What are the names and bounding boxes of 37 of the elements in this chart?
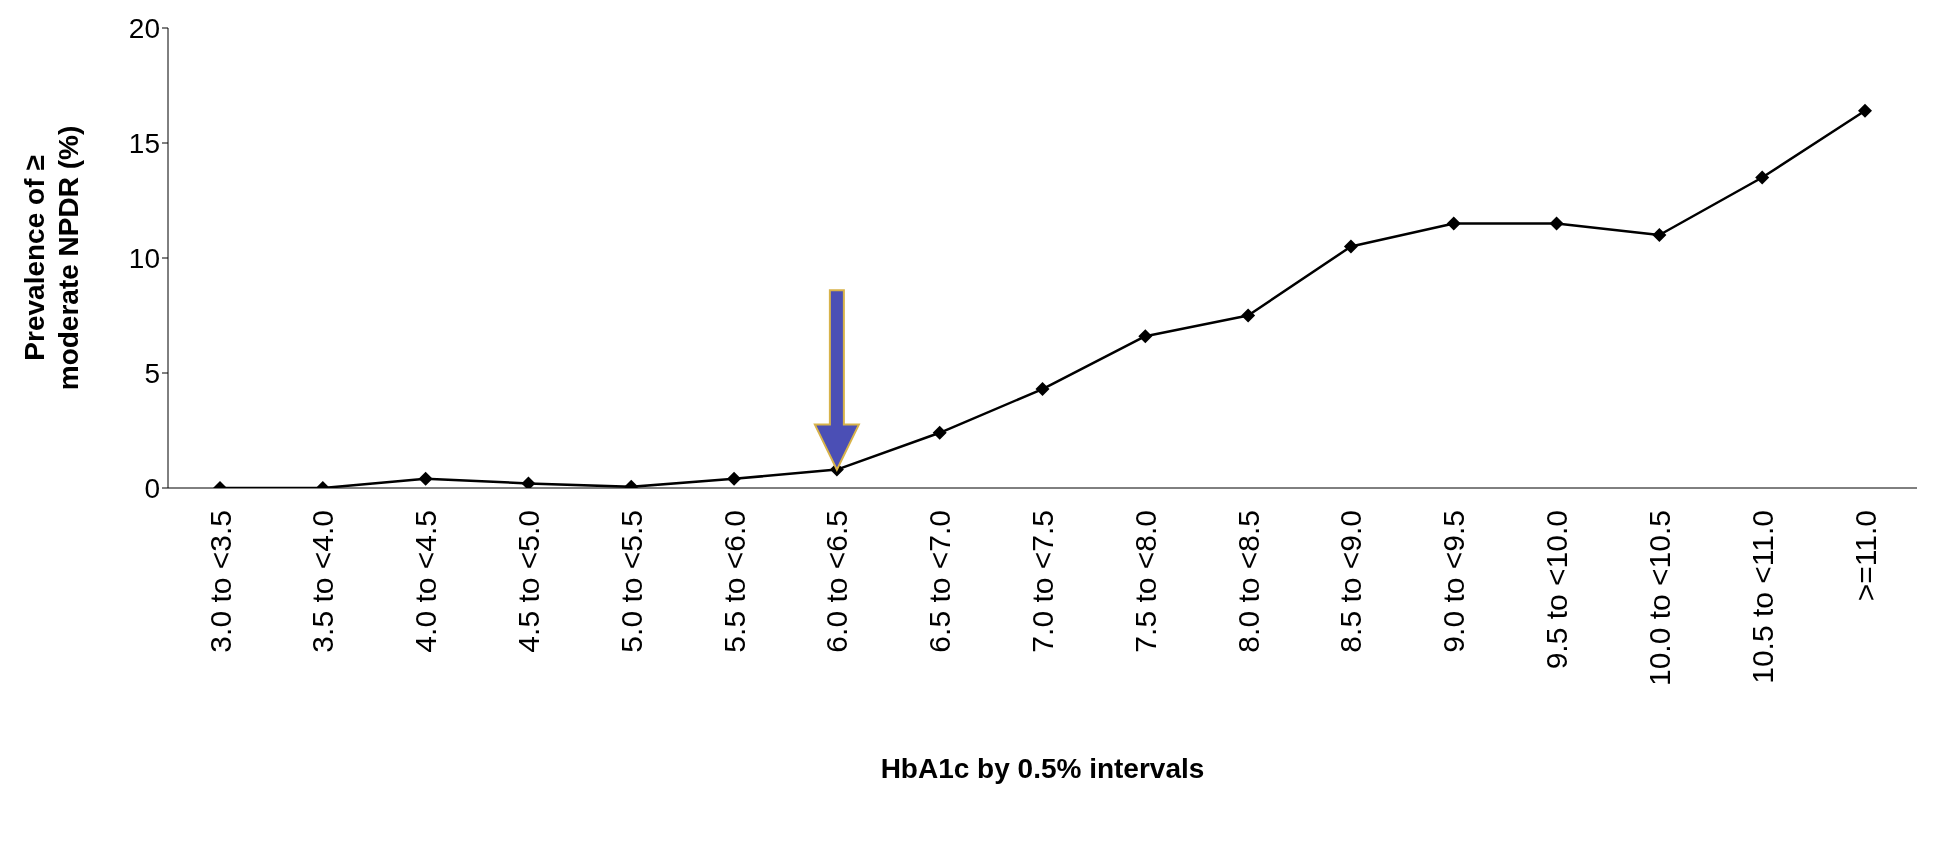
point [1858, 103, 1872, 118]
x-tick-label: 8.5 to <9.0 [1334, 510, 1368, 653]
x-tick-label: 4.5 to <5.0 [511, 510, 545, 653]
x-tick-label: 4.0 to <4.5 [409, 510, 443, 653]
x-tick-label: 5.5 to <6.0 [717, 510, 751, 653]
x-tick-label: 6.5 to <7.0 [923, 510, 957, 653]
point [1652, 228, 1667, 242]
point [1549, 216, 1564, 231]
y-tick-label: 0 [144, 472, 160, 504]
point [1138, 329, 1153, 344]
x-axis-title: HbA1c by 0.5% intervals [880, 753, 1205, 784]
x-tick-label: 10.0 to <10.5 [1642, 510, 1676, 686]
y-tick-label: 5 [144, 357, 160, 389]
x-tick-label: 3.5 to <4.0 [306, 510, 340, 653]
x-tick-label: 3.0 to <3.5 [203, 510, 237, 653]
x-tick-label: >=11.0 [1848, 510, 1882, 602]
y-tick-label: 15 [128, 127, 160, 159]
point [521, 476, 536, 488]
point [1241, 308, 1256, 323]
x-tick-label: 7.0 to <7.5 [1026, 510, 1059, 653]
point [932, 425, 947, 440]
point [1446, 216, 1461, 231]
x-tick-label: 5.0 to <5.5 [614, 510, 648, 653]
point [418, 471, 433, 486]
y-axis-title: Prevalence of ≥ moderate NPDR (%) [18, 124, 85, 393]
x-tick-label: 8.0 to <8.5 [1231, 510, 1265, 653]
x-tick-label: 9.5 to <10.0 [1540, 510, 1574, 670]
x-tick-label: 6.0 to <6.5 [820, 510, 854, 653]
point [1755, 170, 1770, 185]
point [1035, 382, 1050, 397]
y-tick-label: 10 [128, 242, 160, 274]
point [727, 471, 742, 486]
x-tick-label: 7.5 to <8.0 [1128, 510, 1162, 653]
x-tick-label: 9.0 to <9.5 [1437, 510, 1471, 653]
y-tick-label: 20 [128, 12, 160, 44]
x-tick-label: 10.5 to <11.0 [1745, 510, 1779, 684]
point [1343, 239, 1358, 254]
